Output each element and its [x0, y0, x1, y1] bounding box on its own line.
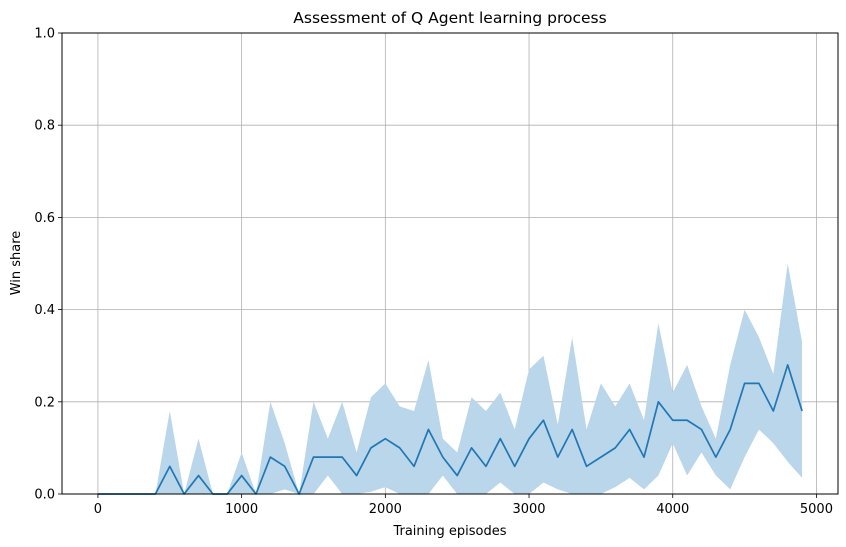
axis-ticks: 0 1000 2000 3000 4000 5000 0.0 0.2 0.4 0.6 0.8 1.0 [34, 27, 833, 518]
confidence-band [97, 263, 803, 494]
x-axis-label: Training episodes [392, 524, 506, 539]
y-tick-label: 1.0 [34, 27, 55, 42]
confidence-band-layer [97, 263, 803, 494]
x-tick-label: 5000 [800, 502, 833, 517]
chart-title: Assessment of Q Agent learning process [293, 9, 606, 27]
y-tick-label: 0.0 [34, 488, 55, 503]
y-axis-label: Win share [9, 231, 24, 296]
y-tick-label: 0.2 [34, 395, 55, 410]
x-tick-label: 0 [94, 502, 102, 517]
x-tick-label: 1000 [225, 502, 258, 517]
y-tick-label: 0.8 [34, 119, 55, 134]
plot-frame [61, 32, 839, 495]
y-tick-label: 0.6 [34, 211, 55, 226]
y-tick-label: 0.4 [34, 303, 55, 318]
x-tick-label: 3000 [512, 502, 545, 517]
x-tick-label: 2000 [369, 502, 402, 517]
x-tick-label: 4000 [656, 502, 689, 517]
